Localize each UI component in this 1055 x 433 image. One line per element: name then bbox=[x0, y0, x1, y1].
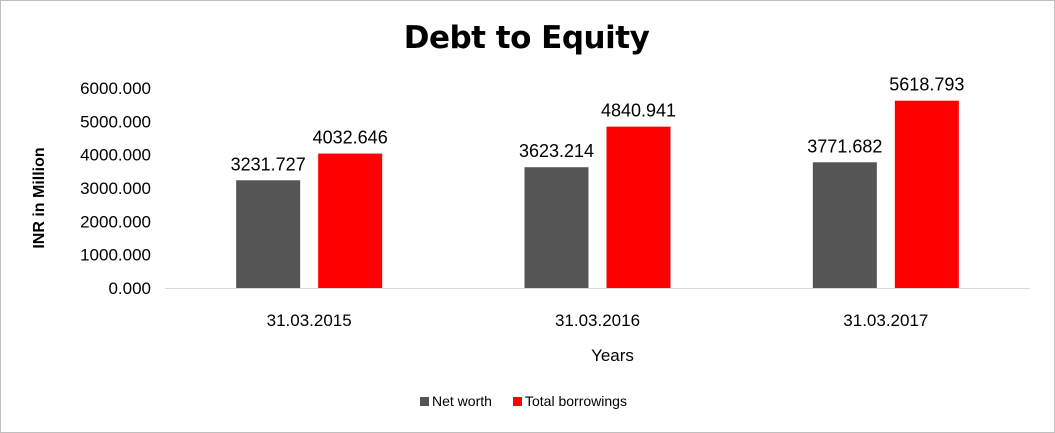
y-tick-label: 3000.000 bbox=[80, 179, 151, 198]
x-axis-title: Years bbox=[591, 346, 634, 365]
legend-label: Total borrowings bbox=[525, 393, 627, 409]
y-axis-title: INR in Million bbox=[31, 147, 48, 248]
data-label: 3623.214 bbox=[519, 141, 594, 161]
y-axis-ticks: 0.000 1000.000 2000.000 3000.000 4000.000 500… bbox=[80, 79, 151, 298]
bar-net-worth bbox=[236, 180, 301, 288]
bar-total-borrowings bbox=[318, 153, 383, 288]
x-tick-label: 31.03.2016 bbox=[555, 311, 640, 330]
data-label: 4840.941 bbox=[601, 101, 676, 121]
bar-net-worth bbox=[812, 162, 877, 288]
x-tick-label: 31.03.2017 bbox=[843, 311, 928, 330]
legend-swatch bbox=[420, 397, 429, 406]
bar-total-borrowings bbox=[894, 100, 959, 288]
y-tick-label: 2000.000 bbox=[80, 212, 151, 231]
data-label: 3771.682 bbox=[807, 136, 882, 156]
bar-net-worth bbox=[524, 167, 589, 288]
data-label: 5618.793 bbox=[889, 75, 964, 95]
x-tick-label: 31.03.2015 bbox=[267, 311, 352, 330]
data-label: 4032.646 bbox=[313, 128, 388, 148]
x-axis-categories: 31.03.2015 31.03.2016 31.03.2017 bbox=[267, 311, 929, 330]
y-tick-label: 6000.000 bbox=[80, 79, 151, 98]
chart-title: Debt to Equity bbox=[403, 20, 650, 56]
data-label: 3231.727 bbox=[231, 154, 306, 174]
y-tick-label: 0.000 bbox=[108, 279, 151, 298]
legend: Net worth Total borrowings bbox=[420, 393, 627, 409]
legend-label: Net worth bbox=[432, 393, 492, 409]
bars-group bbox=[236, 100, 959, 288]
y-tick-label: 1000.000 bbox=[80, 246, 151, 265]
legend-swatch bbox=[513, 397, 522, 406]
y-tick-label: 4000.000 bbox=[80, 146, 151, 165]
bar-total-borrowings bbox=[606, 126, 671, 288]
y-tick-label: 5000.000 bbox=[80, 112, 151, 131]
data-labels-group: 3231.727 4032.646 3623.214 4840.941 3771.682… bbox=[231, 75, 965, 175]
